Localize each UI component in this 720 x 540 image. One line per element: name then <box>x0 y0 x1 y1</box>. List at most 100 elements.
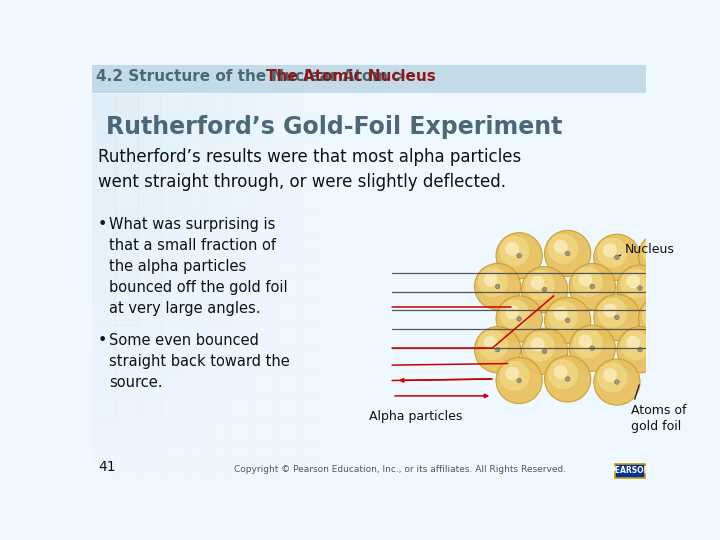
Circle shape <box>626 274 640 288</box>
Text: •: • <box>98 333 107 348</box>
FancyBboxPatch shape <box>254 326 276 348</box>
Circle shape <box>544 298 590 343</box>
Circle shape <box>474 327 521 373</box>
Circle shape <box>578 334 593 348</box>
FancyBboxPatch shape <box>161 210 184 232</box>
Circle shape <box>578 273 593 287</box>
FancyBboxPatch shape <box>92 256 114 279</box>
FancyBboxPatch shape <box>231 279 253 301</box>
FancyBboxPatch shape <box>184 302 207 325</box>
FancyBboxPatch shape <box>92 164 114 186</box>
FancyBboxPatch shape <box>161 279 184 301</box>
Circle shape <box>570 325 616 372</box>
Circle shape <box>544 356 590 402</box>
FancyBboxPatch shape <box>115 348 138 371</box>
FancyBboxPatch shape <box>184 348 207 371</box>
Circle shape <box>660 253 664 258</box>
FancyBboxPatch shape <box>138 372 161 394</box>
Circle shape <box>638 347 642 352</box>
FancyBboxPatch shape <box>207 279 230 301</box>
Circle shape <box>598 238 627 268</box>
FancyBboxPatch shape <box>231 256 253 279</box>
FancyBboxPatch shape <box>254 140 276 163</box>
FancyBboxPatch shape <box>277 233 300 255</box>
Circle shape <box>478 267 508 297</box>
Circle shape <box>617 265 663 311</box>
FancyBboxPatch shape <box>207 372 230 394</box>
Circle shape <box>484 273 498 287</box>
Text: •: • <box>98 217 107 232</box>
Circle shape <box>500 236 529 266</box>
FancyBboxPatch shape <box>92 348 114 371</box>
FancyBboxPatch shape <box>92 187 114 209</box>
Text: Copyright © Pearson Education, Inc., or its affiliates. All Rights Reserved.: Copyright © Pearson Education, Inc., or … <box>234 465 566 475</box>
Circle shape <box>496 296 542 342</box>
FancyBboxPatch shape <box>184 140 207 163</box>
FancyBboxPatch shape <box>207 256 230 279</box>
FancyBboxPatch shape <box>138 326 161 348</box>
FancyBboxPatch shape <box>161 348 184 371</box>
FancyBboxPatch shape <box>254 279 276 301</box>
Circle shape <box>626 336 640 350</box>
FancyBboxPatch shape <box>161 118 184 140</box>
FancyBboxPatch shape <box>231 118 253 140</box>
FancyBboxPatch shape <box>161 256 184 279</box>
Circle shape <box>565 251 570 256</box>
FancyBboxPatch shape <box>231 164 253 186</box>
Circle shape <box>521 267 567 313</box>
FancyBboxPatch shape <box>277 94 300 117</box>
Circle shape <box>542 287 547 292</box>
Circle shape <box>621 330 650 360</box>
FancyBboxPatch shape <box>277 164 300 186</box>
FancyBboxPatch shape <box>254 210 276 232</box>
Circle shape <box>548 234 578 264</box>
FancyBboxPatch shape <box>231 302 253 325</box>
FancyBboxPatch shape <box>92 279 114 301</box>
Circle shape <box>496 357 542 403</box>
FancyBboxPatch shape <box>115 302 138 325</box>
FancyBboxPatch shape <box>115 164 138 186</box>
Text: 4.2 Structure of the Nuclear Atom >: 4.2 Structure of the Nuclear Atom > <box>96 69 412 84</box>
FancyBboxPatch shape <box>92 233 114 255</box>
Text: Some even bounced
straight back toward the
source.: Some even bounced straight back toward t… <box>109 333 289 390</box>
Circle shape <box>648 305 662 319</box>
FancyBboxPatch shape <box>254 118 276 140</box>
Text: Rutherford’s results were that most alpha particles
went straight through, or we: Rutherford’s results were that most alph… <box>98 148 521 191</box>
FancyBboxPatch shape <box>231 233 253 255</box>
FancyBboxPatch shape <box>92 326 114 348</box>
FancyBboxPatch shape <box>231 348 253 371</box>
Circle shape <box>484 336 498 350</box>
FancyBboxPatch shape <box>231 372 253 394</box>
FancyBboxPatch shape <box>207 326 230 348</box>
FancyBboxPatch shape <box>161 372 184 394</box>
FancyBboxPatch shape <box>207 233 230 255</box>
Text: 41: 41 <box>98 461 116 475</box>
FancyBboxPatch shape <box>92 140 114 163</box>
Circle shape <box>615 380 619 384</box>
Circle shape <box>598 362 627 393</box>
Text: The Atomic Nucleus: The Atomic Nucleus <box>266 69 436 84</box>
FancyBboxPatch shape <box>161 187 184 209</box>
Circle shape <box>572 267 603 297</box>
Circle shape <box>500 361 529 391</box>
FancyBboxPatch shape <box>184 210 207 232</box>
Circle shape <box>542 349 547 354</box>
FancyBboxPatch shape <box>138 140 161 163</box>
Circle shape <box>531 276 544 289</box>
FancyBboxPatch shape <box>207 140 230 163</box>
FancyBboxPatch shape <box>207 395 230 417</box>
Circle shape <box>603 303 617 318</box>
Circle shape <box>525 270 555 300</box>
FancyBboxPatch shape <box>92 65 647 92</box>
FancyBboxPatch shape <box>115 140 138 163</box>
Circle shape <box>570 264 616 309</box>
Circle shape <box>474 264 521 309</box>
Circle shape <box>603 368 617 382</box>
Circle shape <box>565 377 570 381</box>
Circle shape <box>525 332 555 362</box>
FancyBboxPatch shape <box>254 256 276 279</box>
FancyBboxPatch shape <box>161 140 184 163</box>
Circle shape <box>517 316 521 321</box>
FancyBboxPatch shape <box>207 348 230 371</box>
FancyBboxPatch shape <box>207 164 230 186</box>
